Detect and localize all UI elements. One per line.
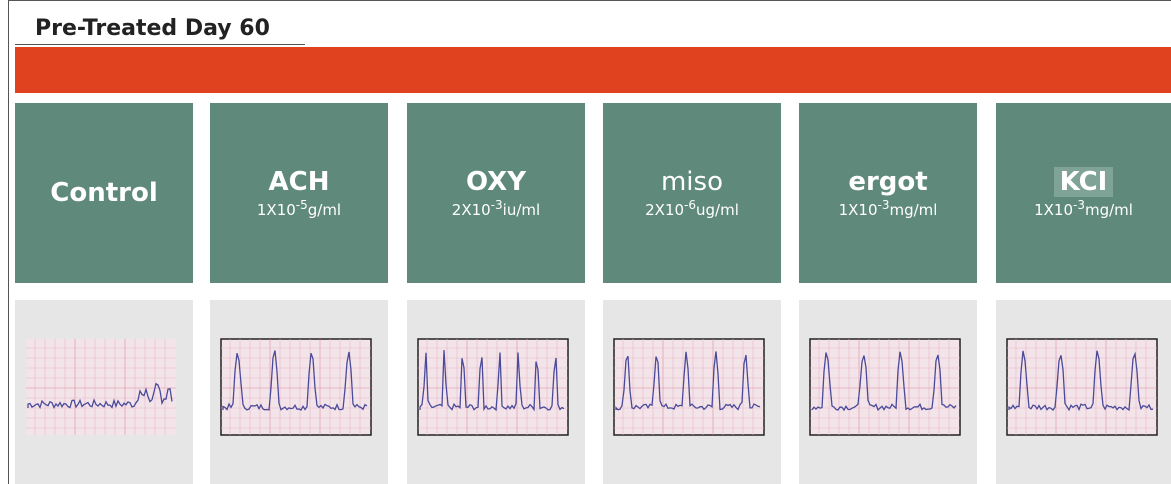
drug-name-text: miso <box>661 167 723 197</box>
page: Pre-Treated Day 60 ControlACH1X10-5g/mlO… <box>0 0 1171 484</box>
conc-base: 2X10 <box>645 201 684 219</box>
conc-base: 2X10 <box>452 201 491 219</box>
trace-part <box>418 339 568 435</box>
conc-unit: mg/ml <box>1085 201 1133 219</box>
drug-name-text: Control <box>50 178 157 208</box>
title-rule <box>15 44 305 45</box>
concentration: 1X10-3mg/ml <box>1034 198 1133 219</box>
trace-part <box>810 339 960 435</box>
drug-name: ACH <box>269 168 330 196</box>
conc-base: 1X10 <box>1034 201 1073 219</box>
concentration: 1X10-3mg/ml <box>839 198 938 219</box>
trace-box <box>996 300 1171 484</box>
trace-box <box>15 300 193 484</box>
conc-exponent: -6 <box>684 198 696 212</box>
conc-exponent: -3 <box>491 198 503 212</box>
conc-exponent: -3 <box>1073 198 1085 212</box>
trace-box <box>210 300 388 484</box>
conc-unit: iu/ml <box>503 201 541 219</box>
conc-exponent: -3 <box>877 198 889 212</box>
trace-image <box>613 338 771 443</box>
concentration: 2X10-3iu/ml <box>452 198 540 219</box>
trace-part <box>26 339 176 435</box>
drug-name: miso <box>661 168 723 196</box>
header-box: Control <box>15 103 193 283</box>
conc-unit: g/ml <box>308 201 341 219</box>
drug-name-text: ACH <box>269 167 330 197</box>
trace-image <box>809 338 967 443</box>
trace-image <box>220 338 378 443</box>
drug-name: OXY <box>466 168 526 196</box>
drug-name-text: KCI <box>1054 167 1114 197</box>
conc-unit: mg/ml <box>889 201 937 219</box>
trace-box <box>407 300 585 484</box>
drug-name: Control <box>50 179 157 207</box>
drug-name: KCI <box>1054 168 1114 196</box>
drug-name: ergot <box>848 168 927 196</box>
trace-image <box>25 338 183 443</box>
concentration: 1X10-5g/ml <box>257 198 341 219</box>
conc-base: 1X10 <box>839 201 878 219</box>
concentration: 2X10-6ug/ml <box>645 198 739 219</box>
trace-box <box>603 300 781 484</box>
red-bar <box>15 47 1171 93</box>
conc-exponent: -5 <box>296 198 308 212</box>
trace-image <box>417 338 575 443</box>
trace-box <box>799 300 977 484</box>
conc-unit: ug/ml <box>696 201 739 219</box>
trace-part <box>1007 339 1157 435</box>
figure-title: Pre-Treated Day 60 <box>35 16 270 41</box>
trace-image <box>1006 338 1164 443</box>
drug-name-text: OXY <box>466 167 526 197</box>
drug-name-text: ergot <box>848 167 927 197</box>
conc-base: 1X10 <box>257 201 296 219</box>
